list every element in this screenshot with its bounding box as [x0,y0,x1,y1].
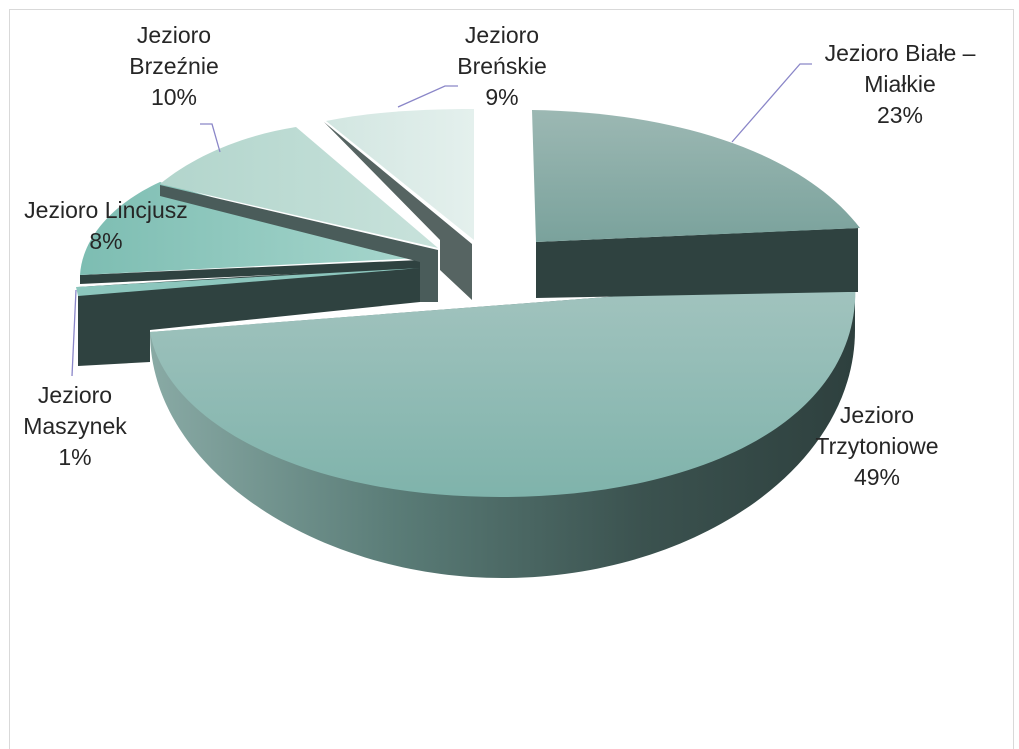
slice-brzeznie [160,127,438,248]
data-label-line: Jezioro Białe – [824,40,976,66]
slice-side-brzeznie [160,185,438,302]
data-label-brzeznie: Jezioro Brzeźnie 10% [129,20,218,113]
data-label-maszynek: Jezioro Maszynek 1% [23,380,127,473]
data-label-line: Jezioro [839,402,915,428]
data-label-line: Breńskie [457,53,547,79]
data-label-line: Trzytoniowe [815,433,939,459]
slice-trzytoniowe [150,278,856,497]
data-label-trzytoniowe: Jezioro Trzytoniowe 49% [815,400,938,493]
data-label-biale-mialkie: Jezioro Białe – Miałkie 23% [825,38,976,131]
data-label-line: Miałkie [864,71,936,97]
slice-side-maszynek [78,266,420,366]
data-label-line: Jezioro [464,22,540,48]
data-label-line: Brzeźnie [129,53,219,79]
data-label-brenskie: Jezioro Breńskie 9% [457,20,546,113]
leader-line-maszynek [71,289,77,377]
slice-side-biale-mialkie [536,228,858,298]
data-label-percent: 23% [876,102,924,128]
data-label-lincjusz: Jezioro Lincjusz 8% [24,195,188,257]
leader-line-brenskie [397,85,458,108]
slice-brenskie [326,109,474,240]
pie-chart [71,63,860,578]
data-label-percent: 49% [853,464,901,490]
slice-maszynek [76,268,420,296]
chart-frame [9,9,1014,749]
data-label-percent: 10% [150,84,198,110]
slice-biale-mialkie [532,110,860,242]
data-label-percent: 8% [89,228,123,254]
leader-line-brzeznie [200,123,221,153]
data-label-line: Jezioro [136,22,212,48]
slice-side-brenskie [324,122,472,300]
data-label-percent: 1% [58,444,92,470]
data-label-line: Jezioro [37,382,113,408]
data-label-percent: 9% [485,84,519,110]
slice-side-lincjusz [80,260,420,284]
slice-lincjusz [80,182,420,275]
data-label-line: Maszynek [23,413,127,439]
data-label-line: Jezioro Lincjusz [24,197,188,223]
leader-line-biale-mialkie [731,63,812,143]
